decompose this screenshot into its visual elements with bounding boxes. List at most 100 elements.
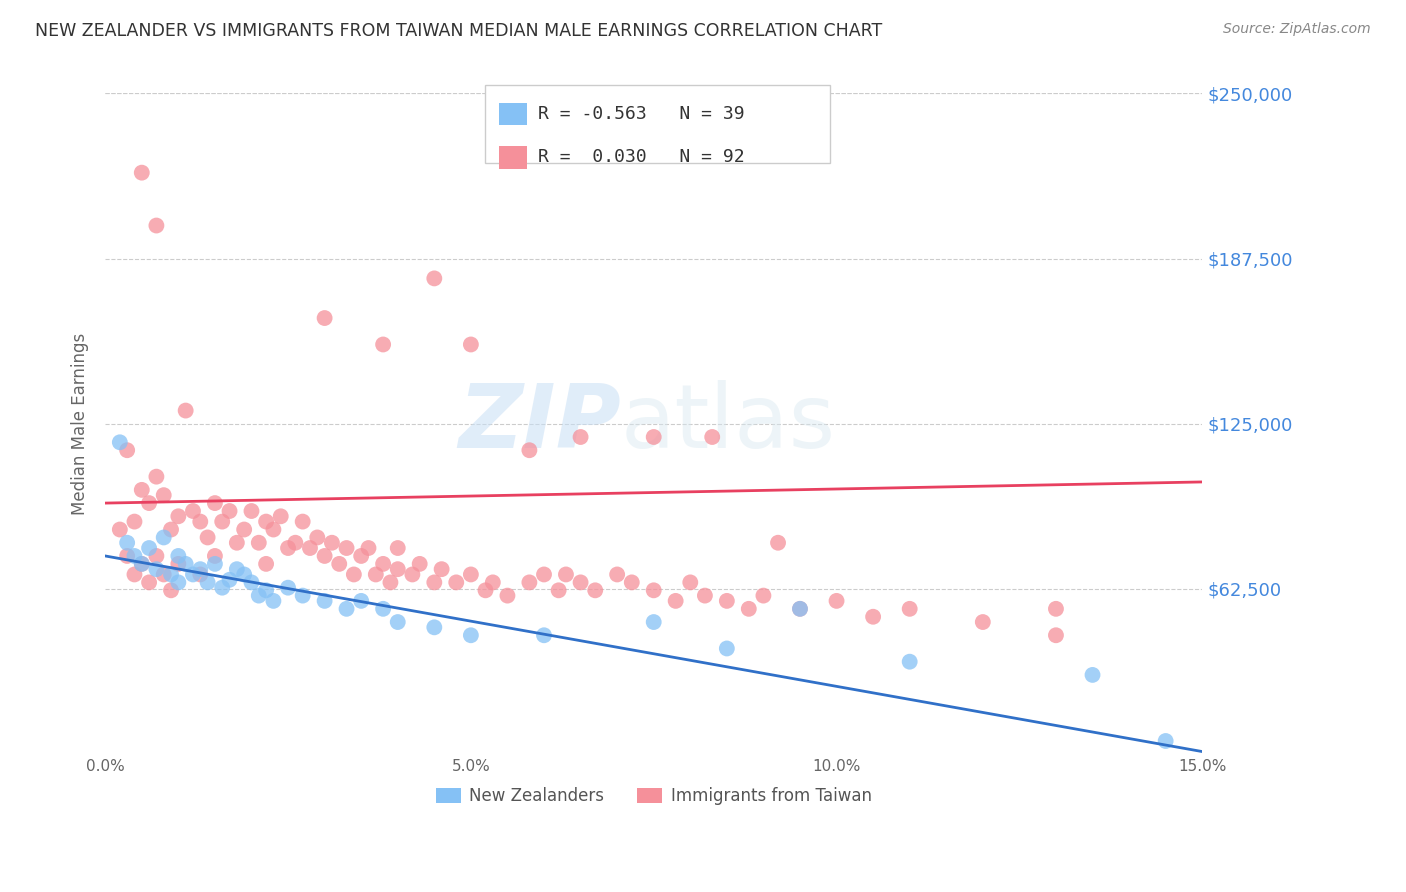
Point bbox=[307, 531, 329, 545]
Point bbox=[496, 589, 519, 603]
Point bbox=[298, 541, 321, 555]
Point bbox=[1081, 668, 1104, 682]
Point bbox=[752, 589, 775, 603]
Point bbox=[167, 549, 190, 563]
Point bbox=[387, 541, 409, 555]
Point bbox=[124, 549, 146, 563]
Point bbox=[277, 581, 299, 595]
Point bbox=[270, 509, 292, 524]
Point bbox=[862, 609, 884, 624]
Point bbox=[218, 573, 240, 587]
Point bbox=[380, 575, 402, 590]
Point bbox=[204, 496, 226, 510]
Point bbox=[606, 567, 628, 582]
Point bbox=[387, 562, 409, 576]
Point bbox=[240, 575, 263, 590]
Point bbox=[569, 430, 592, 444]
Text: ZIP: ZIP bbox=[458, 380, 621, 467]
Point bbox=[197, 575, 219, 590]
Text: atlas: atlas bbox=[621, 380, 837, 467]
Point bbox=[533, 628, 555, 642]
Point bbox=[335, 541, 357, 555]
Point bbox=[460, 628, 482, 642]
Point bbox=[423, 620, 446, 634]
Point bbox=[124, 515, 146, 529]
Point bbox=[789, 602, 811, 616]
Point bbox=[277, 541, 299, 555]
Text: Source: ZipAtlas.com: Source: ZipAtlas.com bbox=[1223, 22, 1371, 37]
Point bbox=[972, 615, 994, 629]
Point bbox=[211, 581, 233, 595]
Point bbox=[328, 557, 350, 571]
Point bbox=[350, 549, 373, 563]
Text: R =  0.030   N = 92: R = 0.030 N = 92 bbox=[538, 148, 745, 167]
Point bbox=[482, 575, 505, 590]
Point bbox=[364, 567, 387, 582]
Point bbox=[446, 575, 468, 590]
Point bbox=[643, 583, 665, 598]
Point bbox=[188, 562, 211, 576]
Point bbox=[583, 583, 606, 598]
Point bbox=[204, 557, 226, 571]
Point bbox=[460, 337, 482, 351]
Text: R = -0.563   N = 39: R = -0.563 N = 39 bbox=[538, 104, 745, 123]
Point bbox=[766, 535, 789, 549]
Text: NEW ZEALANDER VS IMMIGRANTS FROM TAIWAN MEDIAN MALE EARNINGS CORRELATION CHART: NEW ZEALANDER VS IMMIGRANTS FROM TAIWAN … bbox=[35, 22, 883, 40]
Point bbox=[335, 602, 357, 616]
Point bbox=[262, 594, 284, 608]
Point bbox=[643, 430, 665, 444]
Point bbox=[291, 589, 314, 603]
Point bbox=[371, 557, 394, 571]
Point bbox=[1045, 628, 1067, 642]
Point bbox=[240, 504, 263, 518]
Point bbox=[188, 515, 211, 529]
Point bbox=[152, 488, 174, 502]
Point bbox=[1045, 602, 1067, 616]
Y-axis label: Median Male Earnings: Median Male Earnings bbox=[72, 333, 89, 515]
Point bbox=[284, 535, 307, 549]
Point bbox=[643, 615, 665, 629]
Point bbox=[131, 483, 153, 497]
Point bbox=[371, 337, 394, 351]
Point bbox=[789, 602, 811, 616]
Point bbox=[679, 575, 702, 590]
Point bbox=[167, 557, 190, 571]
Point bbox=[387, 615, 409, 629]
Point bbox=[145, 549, 167, 563]
Point bbox=[174, 557, 197, 571]
Point bbox=[174, 403, 197, 417]
Point bbox=[160, 567, 183, 582]
Point bbox=[197, 531, 219, 545]
Point bbox=[138, 541, 160, 555]
Point bbox=[181, 504, 204, 518]
Point bbox=[188, 567, 211, 582]
Point bbox=[152, 567, 174, 582]
Point bbox=[262, 523, 284, 537]
Point bbox=[1154, 734, 1177, 748]
Point bbox=[519, 575, 541, 590]
Point bbox=[371, 602, 394, 616]
Point bbox=[145, 562, 167, 576]
Point bbox=[716, 594, 738, 608]
Point bbox=[693, 589, 716, 603]
Point bbox=[430, 562, 453, 576]
Point bbox=[233, 567, 256, 582]
Point bbox=[569, 575, 592, 590]
Point bbox=[620, 575, 643, 590]
Point bbox=[898, 655, 921, 669]
Point bbox=[555, 567, 578, 582]
Point bbox=[115, 443, 138, 458]
Point bbox=[181, 567, 204, 582]
Point bbox=[131, 166, 153, 180]
Point bbox=[343, 567, 366, 582]
Point bbox=[519, 443, 541, 458]
Point bbox=[254, 515, 277, 529]
Point bbox=[131, 557, 153, 571]
Point bbox=[167, 509, 190, 524]
Point bbox=[291, 515, 314, 529]
Point bbox=[138, 496, 160, 510]
Point bbox=[145, 469, 167, 483]
Point bbox=[254, 557, 277, 571]
Point bbox=[115, 549, 138, 563]
Point bbox=[160, 583, 183, 598]
